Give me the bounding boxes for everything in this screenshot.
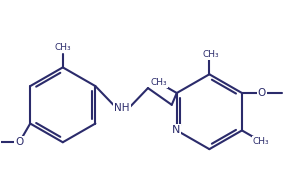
- Text: N: N: [172, 125, 180, 135]
- Text: CH₃: CH₃: [253, 137, 269, 146]
- Text: O: O: [15, 137, 23, 147]
- Text: O: O: [258, 88, 266, 98]
- Text: CH₃: CH₃: [150, 78, 167, 87]
- Text: CH₃: CH₃: [202, 50, 219, 59]
- Text: CH₃: CH₃: [54, 43, 71, 52]
- Text: NH: NH: [114, 103, 130, 113]
